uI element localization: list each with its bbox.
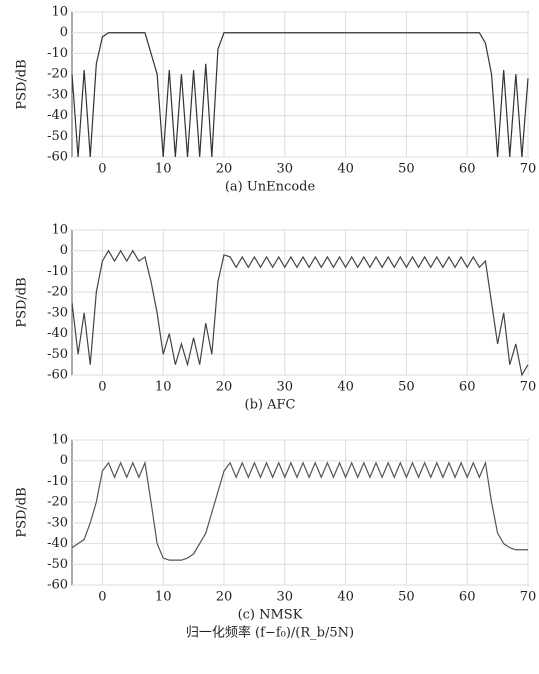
- y-tick-label: -60: [47, 578, 68, 593]
- x-tick-label: 30: [277, 590, 294, 605]
- y-tick-label: -50: [47, 557, 68, 572]
- y-tick-label: -50: [47, 129, 68, 144]
- x-tick-label: 40: [337, 380, 354, 395]
- y-tick-label: -10: [47, 474, 68, 489]
- x-tick-label: 50: [398, 590, 415, 605]
- x-tick-label: 40: [337, 590, 354, 605]
- y-tick-label: 10: [51, 223, 68, 238]
- y-tick-label: 10: [51, 433, 68, 448]
- y-tick-label: 0: [60, 453, 68, 468]
- psd-line: [71, 249, 529, 377]
- plot-area: [71, 229, 529, 376]
- y-tick-label: -40: [47, 326, 68, 341]
- y-tick-label: 0: [60, 243, 68, 258]
- y-tick-label: -10: [47, 264, 68, 279]
- y-tick-label: 0: [60, 25, 68, 40]
- x-tick-label: 20: [216, 590, 233, 605]
- y-axis-label: PSD/dB: [15, 59, 30, 109]
- x-tick-label: 10: [155, 590, 172, 605]
- y-tick-label: -20: [47, 495, 68, 510]
- y-tick-label: -40: [47, 108, 68, 123]
- x-tick-label: 70: [520, 380, 537, 395]
- chart-caption: (c) NMSK: [238, 608, 303, 623]
- x-tick-label: 70: [520, 590, 537, 605]
- x-tick-label: 20: [216, 162, 233, 177]
- x-tick-label: 70: [520, 162, 537, 177]
- x-tick-label: 30: [277, 162, 294, 177]
- y-tick-label: -10: [47, 46, 68, 61]
- y-tick-label: -20: [47, 67, 68, 82]
- y-tick-label: -50: [47, 347, 68, 362]
- x-tick-label: 10: [155, 380, 172, 395]
- x-tick-label: 60: [459, 380, 476, 395]
- y-tick-label: -30: [47, 87, 68, 102]
- y-axis-label: PSD/dB: [15, 487, 30, 537]
- plot-area: [71, 439, 529, 586]
- x-tick-label: 0: [98, 162, 106, 177]
- chart-caption: (a) UnEncode: [225, 180, 316, 195]
- x-tick-label: 20: [216, 380, 233, 395]
- x-tick-label: 30: [277, 380, 294, 395]
- y-axis-label: PSD/dB: [15, 277, 30, 327]
- x-axis-label: 归一化频率 (f−f₀)/(R_b/5N): [186, 625, 354, 641]
- x-tick-label: 0: [98, 380, 106, 395]
- y-tick-label: -30: [47, 305, 68, 320]
- x-tick-label: 50: [398, 162, 415, 177]
- x-tick-label: 40: [337, 162, 354, 177]
- x-tick-label: 50: [398, 380, 415, 395]
- psd-line: [71, 32, 529, 158]
- y-tick-label: -60: [47, 150, 68, 165]
- y-tick-label: -20: [47, 285, 68, 300]
- psd-line: [71, 460, 528, 561]
- chart-caption: (b) AFC: [245, 398, 296, 413]
- y-tick-label: 10: [51, 5, 68, 20]
- x-tick-label: 60: [459, 162, 476, 177]
- y-tick-label: -40: [47, 536, 68, 551]
- x-tick-label: 60: [459, 590, 476, 605]
- y-tick-label: -60: [47, 368, 68, 383]
- y-tick-label: -30: [47, 515, 68, 530]
- x-tick-label: 0: [98, 590, 106, 605]
- plot-area: [71, 11, 529, 158]
- x-tick-label: 10: [155, 162, 172, 177]
